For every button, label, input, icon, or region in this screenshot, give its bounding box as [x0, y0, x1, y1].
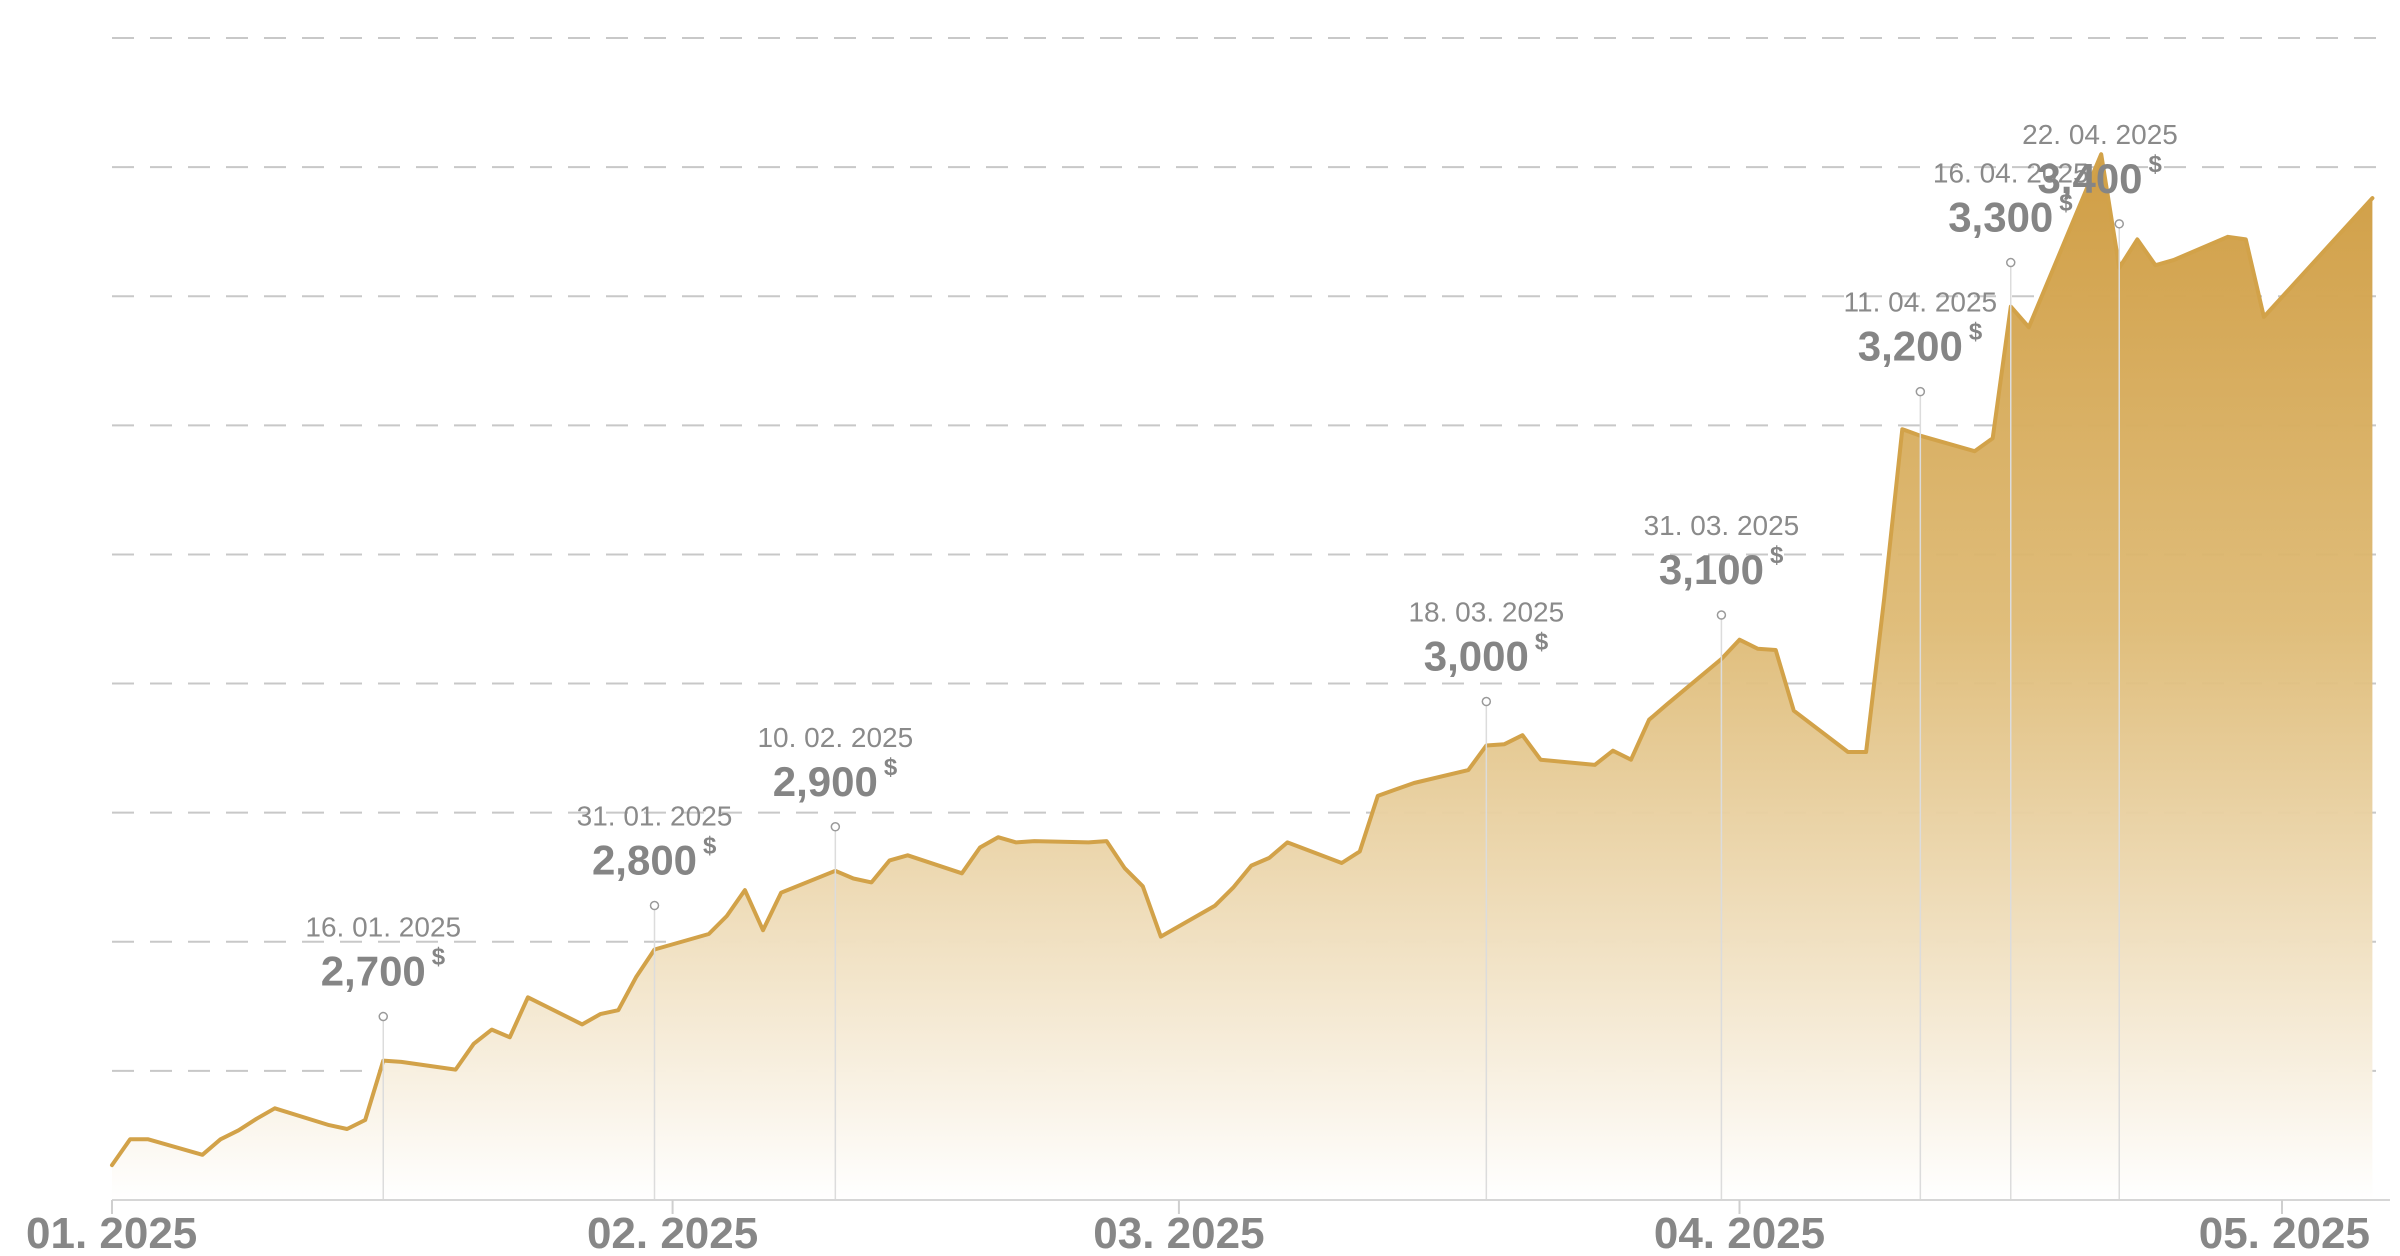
annotation-unit-4: $ — [1770, 542, 1784, 569]
annotation-5: 11. 04. 2025 3,200 $ — [1844, 287, 1998, 1200]
annotation-date-6: 16. 04. 2025 — [1933, 158, 2089, 189]
annotation-dot-4 — [1716, 610, 1727, 620]
annotation-0: 16. 01. 2025 2,700 $ — [305, 912, 461, 1200]
annotation-value-1: 2,800 — [592, 837, 697, 884]
annotation-unit-3: $ — [1535, 629, 1549, 656]
series-layer — [110, 152, 2375, 1201]
annotation-dot-6 — [2006, 257, 2016, 268]
annotation-date-3: 18. 03. 2025 — [1408, 597, 1564, 628]
annotation-value-4: 3,100 — [1659, 546, 1764, 593]
x-axis: 01. 2025 02. 2025 03. 2025 04. 2025 05. 2025 — [26, 1199, 2390, 1256]
annotation-dot-3 — [1481, 696, 1492, 707]
annotation-unit-6: $ — [2059, 190, 2073, 217]
annotation-value-6: 3,300 — [1948, 194, 2053, 241]
annotation-dot-5 — [1915, 386, 1926, 397]
annotation-2: 10. 02. 2025 2,900 $ — [757, 722, 913, 1200]
annotation-date-7: 22. 04. 2025 — [2022, 119, 2178, 150]
series-area — [112, 154, 2373, 1201]
annotation-unit-5: $ — [1969, 319, 1983, 346]
x-tick-label-4: 05. 2025 — [2199, 1209, 2370, 1256]
annotation-3: 18. 03. 2025 3,000 $ — [1408, 597, 1564, 1200]
annotation-date-0: 16. 01. 2025 — [305, 912, 461, 943]
annotation-dot-0 — [378, 1011, 388, 1022]
annotation-date-4: 31. 03. 2025 — [1644, 510, 1800, 541]
series-line — [110, 152, 2375, 1168]
x-tick-label-3: 04. 2025 — [1654, 1209, 1825, 1256]
annotation-date-5: 11. 04. 2025 — [1844, 287, 1998, 318]
annotation-value-2: 2,900 — [773, 758, 878, 805]
annotation-dot-2 — [830, 822, 841, 832]
annotation-value-3: 3,000 — [1424, 633, 1529, 680]
annotation-4: 31. 03. 2025 3,100 $ — [1644, 510, 1800, 1200]
annotation-dot-1 — [649, 900, 660, 911]
annotation-1: 31. 01. 2025 2,800 $ — [577, 801, 733, 1200]
annotation-unit-2: $ — [884, 754, 898, 781]
annotation-dot-7 — [2114, 219, 2124, 229]
annotation-unit-7: $ — [2149, 151, 2163, 178]
x-tick-label-1: 02. 2025 — [587, 1209, 758, 1256]
annotation-unit-0: $ — [432, 944, 446, 971]
annotation-value-7: 3,400 — [2037, 155, 2142, 202]
annotation-value-0: 2,700 — [321, 948, 426, 995]
annotation-value-5: 3,200 — [1858, 323, 1963, 370]
annotation-unit-1: $ — [703, 833, 717, 860]
x-tick-label-2: 03. 2025 — [1093, 1209, 1264, 1256]
annotation-date-2: 10. 02. 2025 — [757, 722, 913, 753]
annotation-date-1: 31. 01. 2025 — [577, 801, 733, 832]
x-tick-label-0: 01. 2025 — [26, 1209, 197, 1256]
